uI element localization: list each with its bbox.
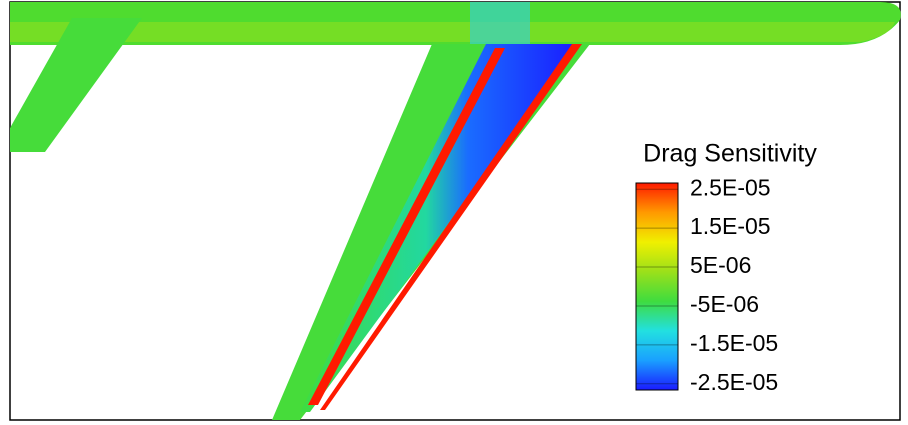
colorbar-tick-label: 5E-06 (690, 252, 751, 278)
colorbar-title: Drag Sensitivity (643, 140, 817, 168)
colorbar-tick-label: -1.5E-05 (690, 330, 778, 356)
colorbar-tick-label: 2.5E-05 (690, 174, 771, 200)
screenshot: Drag Sensitivity 2.5E-05 1.5E-05 5E-06 -5E-… (0, 0, 908, 425)
colorbar-fill (636, 183, 678, 390)
colorbar-tick-label: -5E-06 (690, 291, 759, 317)
fuselage-patch (470, 2, 530, 45)
colorbar-tick-label: 1.5E-05 (690, 213, 771, 239)
colorbar-tick-label: -2.5E-05 (690, 369, 778, 395)
fuselage-band (10, 22, 895, 42)
